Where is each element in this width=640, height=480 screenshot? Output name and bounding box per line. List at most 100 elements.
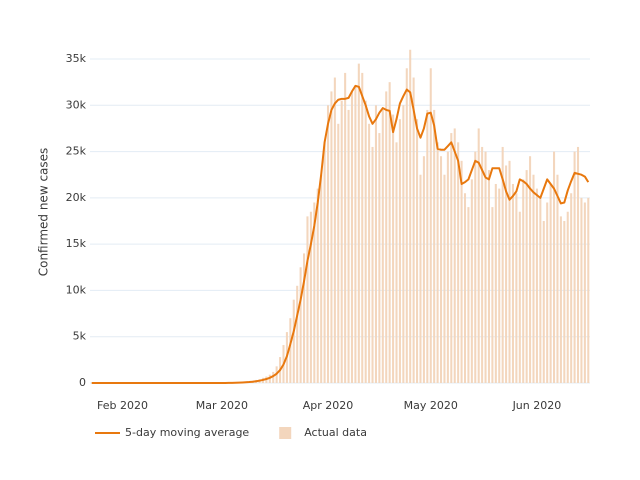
bar	[378, 133, 381, 383]
x-tick-label: Feb 2020	[97, 399, 148, 412]
bar	[474, 151, 477, 383]
bar	[546, 202, 549, 383]
bar	[416, 119, 419, 383]
bar	[333, 77, 336, 383]
y-tick-label: 15k	[66, 237, 87, 250]
x-tick-label: May 2020	[404, 399, 458, 412]
bar	[515, 193, 518, 383]
bar	[446, 151, 449, 383]
bar	[374, 105, 377, 383]
bar	[487, 170, 490, 383]
bar	[337, 123, 340, 383]
bar	[272, 371, 275, 383]
bar	[330, 91, 333, 383]
legend-label: Actual data	[304, 426, 367, 439]
bar	[357, 63, 360, 383]
bar	[539, 197, 542, 383]
bar	[508, 160, 511, 383]
bar	[443, 174, 446, 383]
bar	[368, 123, 371, 383]
bar	[385, 91, 388, 383]
bar	[460, 160, 463, 383]
bar	[409, 49, 412, 384]
bar	[344, 72, 347, 383]
bar	[402, 105, 405, 383]
bar	[316, 188, 319, 383]
bar	[570, 193, 573, 383]
bar	[292, 299, 295, 383]
bar	[429, 68, 432, 384]
bar	[553, 151, 556, 383]
bar	[522, 179, 525, 383]
y-tick-label: 30k	[66, 98, 87, 111]
bar	[309, 211, 312, 383]
bar	[361, 72, 364, 383]
bar	[491, 207, 494, 383]
bar	[306, 216, 309, 383]
bar	[299, 267, 302, 383]
bar	[426, 109, 429, 384]
bar	[371, 146, 374, 383]
bar	[477, 128, 480, 383]
y-tick-label: 25k	[66, 145, 87, 158]
bar	[529, 156, 532, 383]
bar	[566, 211, 569, 383]
bar	[457, 142, 460, 383]
bar	[412, 77, 415, 383]
bar	[433, 109, 436, 384]
y-tick-label: 0	[79, 376, 86, 389]
bar	[576, 146, 580, 383]
bar	[463, 193, 467, 383]
bar	[419, 174, 422, 383]
bar	[494, 183, 497, 383]
bar	[542, 221, 545, 383]
bar	[296, 285, 299, 383]
bar	[549, 183, 552, 383]
bar	[450, 133, 453, 383]
bar	[573, 151, 576, 383]
moving-average-line	[91, 84, 590, 384]
bar	[364, 100, 367, 384]
bar	[453, 128, 456, 383]
bar	[587, 197, 590, 383]
y-tick-label: 5k	[73, 330, 87, 343]
bar	[532, 174, 535, 383]
bar	[525, 170, 528, 383]
bar	[559, 216, 562, 383]
bar	[320, 174, 323, 383]
bar	[323, 142, 326, 383]
bar	[347, 109, 350, 384]
bar	[556, 174, 559, 383]
bar	[481, 146, 484, 383]
bar	[583, 202, 586, 383]
bar	[388, 82, 391, 384]
bar	[422, 156, 425, 383]
bar	[289, 318, 292, 383]
y-axis-label: Confirmed new cases	[37, 148, 51, 277]
bar	[484, 151, 487, 383]
y-tick-label: 35k	[66, 52, 87, 65]
bar	[395, 142, 398, 383]
bar	[535, 188, 538, 383]
bar	[326, 105, 330, 383]
bar	[563, 221, 566, 383]
x-tick-label: Mar 2020	[196, 399, 248, 412]
legend-label: 5-day moving average	[125, 426, 249, 439]
bar	[470, 179, 473, 383]
bar	[350, 91, 354, 383]
bar	[505, 165, 508, 383]
bar	[467, 207, 470, 383]
bar	[398, 119, 401, 383]
bar	[501, 146, 504, 383]
legend-swatch	[279, 427, 292, 439]
bar	[340, 100, 343, 384]
x-tick-label: Apr 2020	[303, 399, 354, 412]
bar	[436, 142, 439, 383]
x-tick-label: Jun 2020	[512, 399, 562, 412]
bar	[511, 183, 514, 383]
bar	[354, 86, 357, 383]
bar	[313, 202, 316, 383]
bar	[405, 68, 408, 384]
